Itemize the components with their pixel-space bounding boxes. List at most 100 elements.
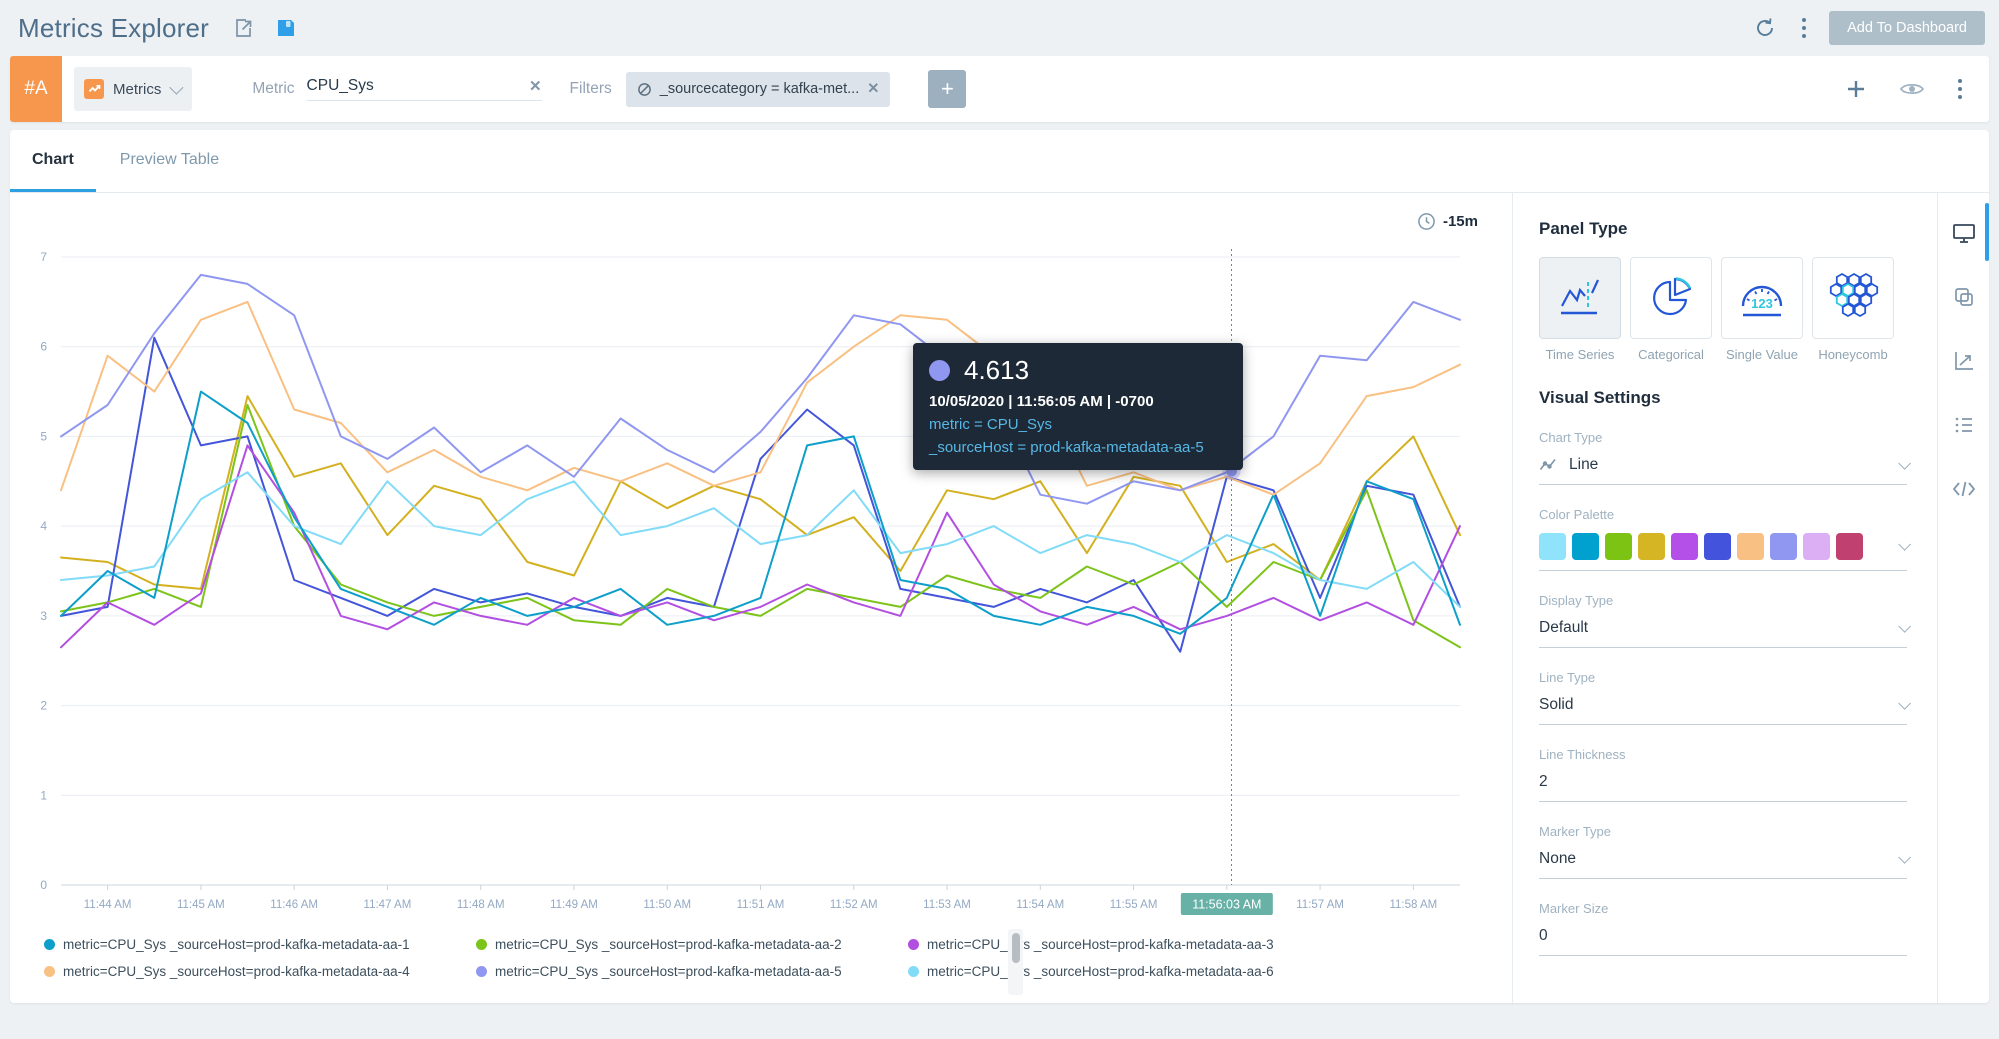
tab-chart[interactable]: Chart [10, 130, 96, 192]
time-series-chart[interactable]: 0 1 2 3 4 5 6 7 11:44 AM 11:45 AM 11:46 AM 11:47 AM… [16, 237, 1474, 929]
marker-type-label: Marker Type [1539, 824, 1612, 839]
add-to-dashboard-button[interactable]: Add To Dashboard [1829, 11, 1985, 45]
query-type-dropdown[interactable]: Metrics [74, 67, 193, 111]
line-thickness-input[interactable]: 2 [1539, 773, 1907, 802]
chevron-down-icon [1898, 538, 1911, 551]
filter-chip[interactable]: _sourcecategory = kafka-met... ✕ [625, 71, 891, 107]
tab-preview-table[interactable]: Preview Table [119, 150, 220, 168]
display-type-field: Display Type Default [1539, 593, 1911, 648]
query-type-label: Metrics [113, 80, 162, 98]
palette-swatch [1638, 533, 1665, 560]
svg-text:11:53 AM: 11:53 AM [923, 899, 971, 911]
palette-swatch [1770, 533, 1797, 560]
remove-filter-icon[interactable]: ✕ [867, 81, 880, 97]
axes-chart-icon[interactable] [1938, 329, 1989, 393]
honeycomb-icon [1829, 273, 1879, 317]
query-row-badge: #A [10, 56, 62, 122]
svg-text:11:49 AM: 11:49 AM [550, 899, 598, 911]
chart-type-label: Chart Type [1539, 430, 1603, 445]
line-thickness-field: Line Thickness 2 [1539, 747, 1907, 802]
panel-type-label-single-value: Single Value [1725, 347, 1799, 362]
panel-type-label-categorical: Categorical [1638, 347, 1704, 362]
panel-type-label-honeycomb: Honeycomb [1818, 347, 1888, 362]
legend-item[interactable]: metric=CPU_Sys _sourceHost=prod-kafka-me… [476, 937, 908, 952]
line-thickness-value: 2 [1539, 773, 1548, 790]
share-icon[interactable] [231, 15, 257, 41]
monitor-icon[interactable] [1938, 201, 1989, 265]
query-row: #A Metrics Metric CPU_Sys ✕ Filters _sou… [10, 56, 1989, 122]
panel-type-single-value[interactable]: 123 [1721, 257, 1803, 339]
legend-label: metric=CPU_Sys _sourceHost=prod-kafka-me… [927, 937, 1274, 952]
legend-scrollbar-thumb[interactable] [1011, 933, 1020, 963]
query-kebab-icon[interactable] [1955, 76, 1965, 102]
legend-item[interactable]: metric=CPU_Sys _sourceHost=prod-kafka-me… [44, 937, 476, 952]
legend-item[interactable]: metric=CPU_Sys _sourceHost=prod-kafka-me… [476, 964, 908, 979]
line-type-value: Solid [1539, 696, 1574, 713]
tooltip-value: 4.613 [964, 355, 1030, 385]
svg-text:6: 6 [40, 340, 47, 354]
legend-label: metric=CPU_Sys _sourceHost=prod-kafka-me… [63, 937, 410, 952]
code-icon[interactable] [1938, 457, 1989, 521]
time-series-icon [1561, 279, 1599, 315]
panel-type-title: Panel Type [1539, 219, 1628, 238]
refresh-icon[interactable] [1751, 14, 1779, 42]
add-filter-button[interactable]: + [928, 70, 967, 108]
chart-type-dropdown[interactable]: Line [1539, 456, 1911, 485]
right-icon-rail [1937, 193, 1989, 1003]
exclude-icon [637, 82, 651, 96]
panel-type-categorical[interactable] [1630, 257, 1712, 339]
metric-input[interactable]: CPU_Sys ✕ [306, 77, 542, 101]
line-thickness-label: Line Thickness [1539, 747, 1626, 762]
clear-metric-icon[interactable]: ✕ [528, 78, 542, 95]
legend-item[interactable]: metric=CPU_Sys _sourceHost=prod-kafka-me… [908, 964, 1340, 979]
legend-item[interactable]: metric=CPU_Sys _sourceHost=prod-kafka-me… [908, 937, 1340, 952]
tab-bar: Chart Preview Table [10, 130, 1989, 193]
legend-label: metric=CPU_Sys _sourceHost=prod-kafka-me… [63, 964, 410, 979]
chart-type-value: Line [1569, 456, 1599, 473]
single-value-gauge-icon: 123 [1741, 285, 1783, 317]
svg-text:11:54 AM: 11:54 AM [1016, 899, 1064, 911]
legend-scrollbar[interactable] [1008, 929, 1023, 995]
chevron-down-icon [1898, 619, 1911, 633]
legend-label: metric=CPU_Sys _sourceHost=prod-kafka-me… [927, 964, 1274, 979]
save-icon[interactable] [273, 15, 299, 41]
svg-text:123: 123 [1751, 296, 1773, 311]
list-icon[interactable] [1938, 393, 1989, 457]
display-type-value: Default [1539, 619, 1589, 636]
display-type-dropdown[interactable]: Default [1539, 619, 1911, 648]
legend-label: metric=CPU_Sys _sourceHost=prod-kafka-me… [495, 937, 842, 952]
display-type-label: Display Type [1539, 593, 1614, 608]
chart-panel: -15m 0 1 2 3 4 5 6 7 11:44 AM 11:45 AM 11:46 AM 11:… [10, 193, 1512, 1003]
time-range-indicator[interactable]: -15m [16, 205, 1512, 237]
palette-swatch [1836, 533, 1863, 560]
panel-type-time-series[interactable] [1539, 257, 1621, 339]
svg-text:0: 0 [40, 878, 47, 892]
legend-dot [908, 939, 919, 950]
metric-value: CPU_Sys [306, 77, 374, 94]
svg-text:5: 5 [40, 429, 47, 443]
palette-swatch [1704, 533, 1731, 560]
marker-type-dropdown[interactable]: None [1539, 850, 1911, 879]
chart-legend: metric=CPU_Sys _sourceHost=prod-kafka-me… [16, 931, 1512, 985]
svg-text:7: 7 [40, 250, 47, 264]
tooltip-metric: metric = CPU_Sys [929, 416, 1052, 433]
filters-label: Filters [569, 80, 612, 97]
eye-icon[interactable] [1897, 78, 1927, 100]
color-palette-dropdown[interactable] [1539, 533, 1911, 571]
marker-size-value: 0 [1539, 927, 1548, 944]
add-query-icon[interactable] [1843, 76, 1869, 102]
svg-text:11:48 AM: 11:48 AM [457, 899, 505, 911]
svg-text:11:51 AM: 11:51 AM [737, 899, 785, 911]
line-type-dropdown[interactable]: Solid [1539, 696, 1911, 725]
chevron-down-icon [1898, 456, 1911, 470]
svg-text:3: 3 [40, 609, 47, 623]
legend-dot [908, 966, 919, 977]
line-type-field: Line Type Solid [1539, 670, 1911, 725]
color-palette-swatches [1539, 533, 1863, 560]
line-type-label: Line Type [1539, 670, 1596, 685]
copy-panels-icon[interactable] [1938, 265, 1989, 329]
panel-type-honeycomb[interactable] [1812, 257, 1894, 339]
kebab-menu-icon[interactable] [1799, 15, 1809, 41]
marker-size-input[interactable]: 0 [1539, 927, 1907, 956]
legend-item[interactable]: metric=CPU_Sys _sourceHost=prod-kafka-me… [44, 964, 476, 979]
